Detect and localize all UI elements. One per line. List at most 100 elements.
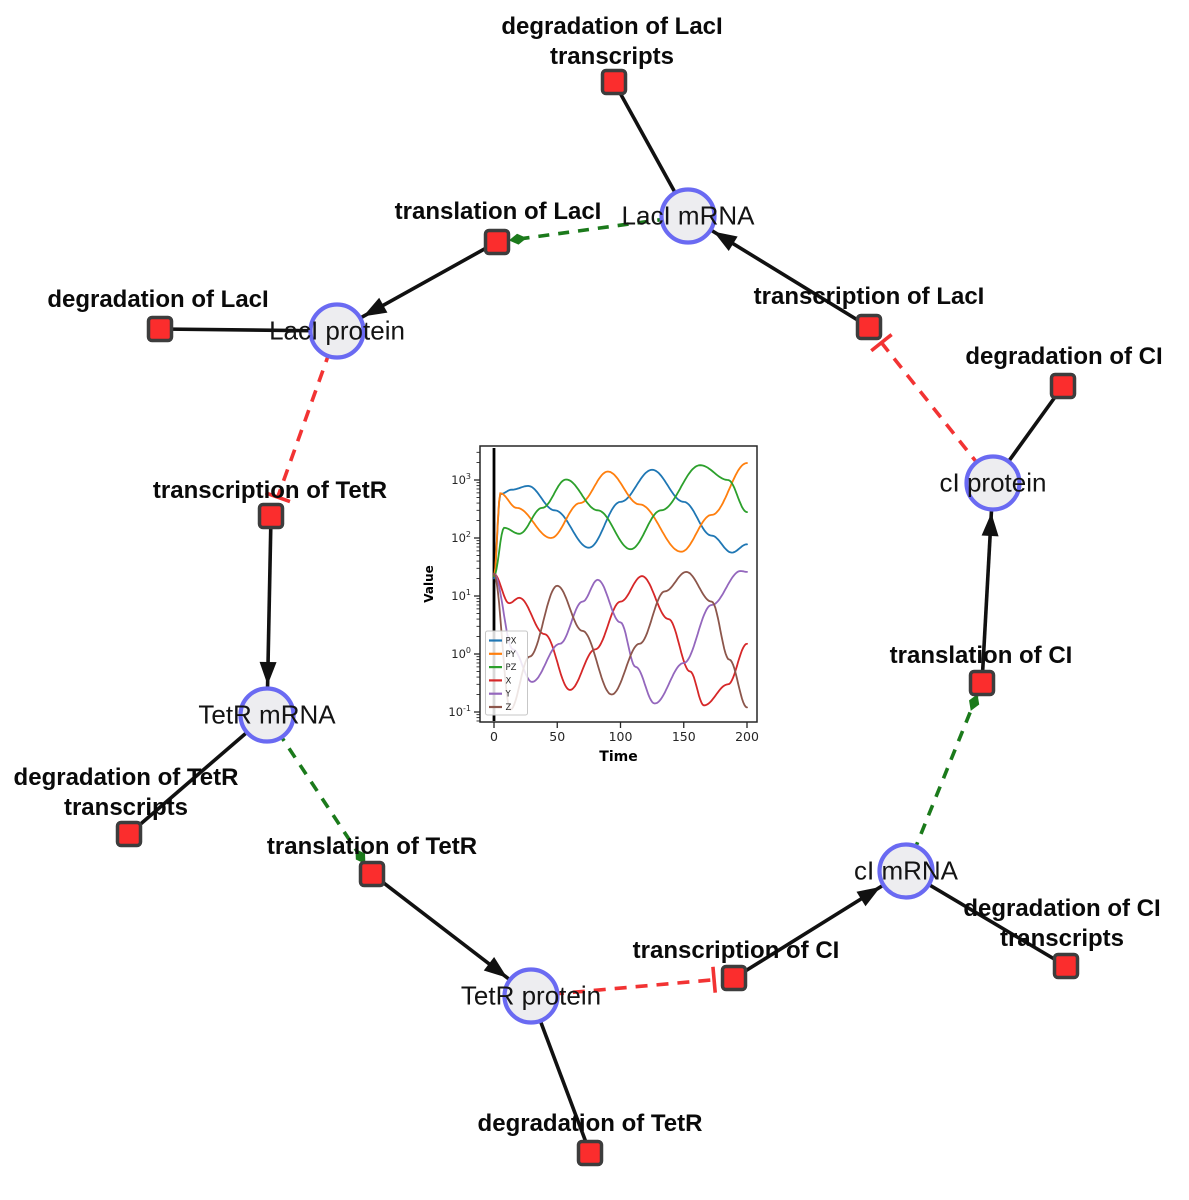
reaction-label-line: degradation of CI xyxy=(965,343,1163,370)
edge-inhibition-tetr_protein-transcr_ci xyxy=(530,977,715,998)
arrowhead-icon xyxy=(259,661,277,686)
reaction-label-transl_ci: translation of CI xyxy=(890,641,1073,671)
series-line-x xyxy=(493,573,748,707)
reaction-node-deg_ci xyxy=(1049,372,1077,400)
arrowhead-icon xyxy=(856,886,881,907)
species-label-laci_protein: LacI protein xyxy=(269,315,405,346)
legend-label-z: Z xyxy=(506,703,512,713)
chart-series-layer xyxy=(493,462,748,711)
edge-reactant-ci_mrna-deg_ci_transcripts xyxy=(905,869,1067,968)
chart-legend: PX PY PZ XYZ xyxy=(485,630,528,716)
reaction-node-deg_laci xyxy=(146,315,174,343)
reaction-label-line: degradation of CI xyxy=(963,895,1161,922)
inhibition-tbar-icon xyxy=(870,333,893,353)
reaction-node-transl_tetr xyxy=(358,860,386,888)
reaction-label-line: translation of TetR xyxy=(266,833,478,860)
reaction-label-line: degradation of LacI xyxy=(47,286,269,313)
edge-reactant-tetr_mrna-deg_tetr_transcripts xyxy=(127,713,269,836)
reaction-node-transcr_tetr xyxy=(257,502,285,530)
x-tick-label: 50 xyxy=(549,729,565,744)
reaction-label-transl_laci: translation of LacI xyxy=(395,197,602,227)
y-tick-label: 10-1 xyxy=(448,704,471,719)
modifier-diamond-icon xyxy=(508,233,527,245)
reaction-node-deg_laci_transcripts xyxy=(600,68,628,96)
reaction-label-line: transcription of TetR xyxy=(152,477,388,504)
y-tick-label: 102 xyxy=(451,530,471,545)
arrowhead-icon xyxy=(981,512,999,537)
legend-label-y: Y xyxy=(505,690,512,700)
x-axis-label: Time xyxy=(599,749,637,765)
axes-spines xyxy=(479,445,758,723)
inhibition-tbar-icon xyxy=(264,491,291,504)
arrowhead-icon xyxy=(713,231,738,251)
y-axis-label: Value xyxy=(422,565,436,603)
reaction-node-deg_ci_transcripts xyxy=(1052,952,1080,980)
species-node-ci_mrna xyxy=(877,842,935,900)
reaction-label-deg_ci_transcripts: degradation of CI transcripts xyxy=(963,894,1160,954)
species-label-laci_mrna: LacI mRNA xyxy=(621,200,755,231)
y-tick-label: 103 xyxy=(451,472,471,487)
species-node-tetr_mrna xyxy=(238,686,296,744)
reaction-label-deg_tetr: degradation of TetR xyxy=(478,1109,703,1139)
edge-modifier-tetr_mrna-transl_tetr xyxy=(265,714,366,864)
x-tick-label: 100 xyxy=(609,729,633,744)
modifier-diamond-icon xyxy=(969,694,980,711)
reaction-label-transcr_tetr: transcription of TetR xyxy=(153,476,387,506)
reaction-label-deg_tetr_transcripts: degradation of TetR transcripts xyxy=(14,763,239,823)
reaction-label-transl_tetr: translation of TetR xyxy=(267,832,477,862)
reaction-label-line: transcripts xyxy=(549,43,675,70)
series-line-py xyxy=(493,462,748,577)
x-tick-label: 200 xyxy=(735,729,759,744)
reaction-node-transl_ci xyxy=(968,669,996,697)
reaction-label-line: transcription of CI xyxy=(632,937,840,964)
reaction-label-line: degradation of TetR xyxy=(477,1110,703,1137)
y-tick-label: 100 xyxy=(451,646,471,661)
species-node-ci_protein xyxy=(964,454,1022,512)
edge-inhibition-ci_protein-transcr_laci xyxy=(880,341,995,485)
series-line-pz xyxy=(493,464,748,577)
species-node-laci_mrna xyxy=(659,187,717,245)
inhibition-tbar-icon xyxy=(711,966,718,993)
series-line-y xyxy=(493,570,748,705)
species-label-tetr_protein: TetR protein xyxy=(460,980,602,1011)
reaction-label-line: transcription of LacI xyxy=(753,283,985,310)
inset-chart: 0 50 100 150 20010-1100101102103TimeValuePXP… xyxy=(422,445,759,765)
x-tick-label: 150 xyxy=(672,729,696,744)
legend-label-px: PX xyxy=(506,637,517,647)
series-line-z xyxy=(493,570,748,711)
reaction-node-deg_tetr xyxy=(576,1139,604,1167)
legend-label-pz: PZ xyxy=(506,663,517,673)
edge-inhibition-laci_protein-transcr_tetr xyxy=(276,330,339,498)
y-tick-label: 101 xyxy=(451,588,471,603)
species-node-laci_protein xyxy=(308,302,366,360)
reaction-label-transcr_ci: transcription of CI xyxy=(633,936,840,966)
reaction-label-line: degradation of TetR xyxy=(13,764,239,791)
x-tick-label: 0 xyxy=(490,729,498,744)
reaction-node-transl_laci xyxy=(483,228,511,256)
species-label-ci_protein: cI protein xyxy=(939,467,1047,498)
legend-label-x: X xyxy=(506,676,512,686)
reaction-node-transcr_ci xyxy=(720,964,748,992)
species-label-ci_mrna: cI mRNA xyxy=(854,855,958,886)
reaction-label-line: degradation of LacI xyxy=(501,13,723,40)
nodes-layer xyxy=(115,68,1080,1167)
edge-reactant-laci_protein-deg_laci xyxy=(159,327,338,333)
reaction-node-deg_tetr_transcripts xyxy=(115,820,143,848)
reaction-label-deg_laci: degradation of LacI xyxy=(47,285,268,315)
legend-label-py: PY xyxy=(506,650,517,660)
reaction-label-line: translation of CI xyxy=(889,642,1073,669)
arrowhead-icon xyxy=(483,956,508,978)
series-line-px xyxy=(493,468,748,580)
species-label-tetr_mrna: TetR mRNA xyxy=(198,699,336,730)
modifier-diamond-icon xyxy=(355,848,366,864)
reaction-label-line: transcripts xyxy=(999,925,1125,952)
edge-product-transcr_tetr-tetr_mrna xyxy=(265,515,273,716)
reaction-node-transcr_laci xyxy=(855,313,883,341)
reaction-label-deg_ci: degradation of CI xyxy=(965,342,1162,372)
reaction-label-line: translation of LacI xyxy=(394,198,602,225)
reaction-label-deg_laci_transcripts: degradation of LacI transcripts xyxy=(501,12,722,72)
reaction-label-line: transcripts xyxy=(63,794,189,821)
arrowhead-icon xyxy=(363,297,388,317)
